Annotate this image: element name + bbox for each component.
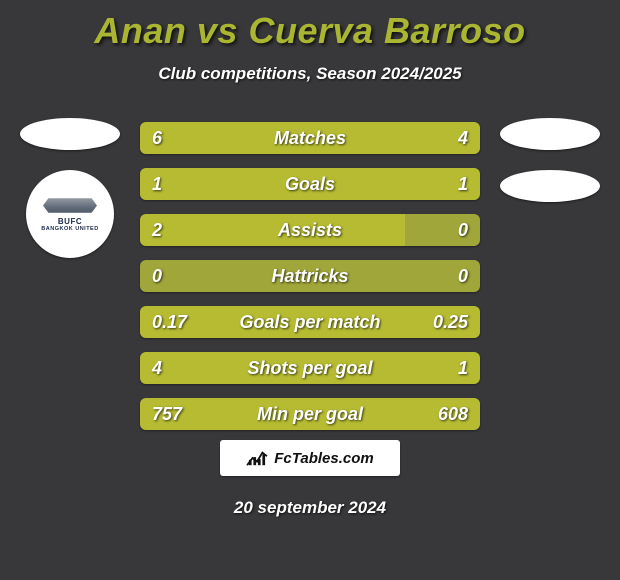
bar-label: Hattricks <box>140 260 480 292</box>
stat-bar: 20Assists <box>140 214 480 246</box>
bar-fill-right <box>310 168 480 200</box>
stat-bar: 0.170.25Goals per match <box>140 306 480 338</box>
club-logo-text-top: BUFC <box>58 217 82 226</box>
bar-value-right: 0 <box>458 214 468 246</box>
bar-value-left: 6 <box>152 122 162 154</box>
bar-value-right: 0.25 <box>433 306 468 338</box>
stat-bar: 757608Min per goal <box>140 398 480 430</box>
bar-fill-left <box>140 214 405 246</box>
left-badges: BUFC BANGKOK UNITED <box>20 118 120 258</box>
left-club-badge: BUFC BANGKOK UNITED <box>26 170 114 258</box>
bar-value-left: 4 <box>152 352 162 384</box>
bar-value-left: 757 <box>152 398 182 430</box>
right-badges <box>500 118 600 202</box>
left-placeholder-ellipse <box>20 118 120 150</box>
bar-value-left: 0 <box>152 260 162 292</box>
stat-bar: 0 0Hattricks <box>140 260 480 292</box>
watermark-link[interactable]: FcTables.com <box>220 440 400 476</box>
right-placeholder-ellipse-1 <box>500 118 600 150</box>
bar-fill-right <box>412 352 480 384</box>
bar-fill-left <box>140 352 412 384</box>
subtitle: Club competitions, Season 2024/2025 <box>0 64 620 84</box>
bar-value-right: 608 <box>438 398 468 430</box>
bar-value-right: 1 <box>458 168 468 200</box>
bar-value-right: 1 <box>458 352 468 384</box>
chart-icon <box>246 449 268 467</box>
bar-fill-left <box>140 168 310 200</box>
page-title: Anan vs Cuerva Barroso <box>0 0 620 52</box>
stat-bar: 11Goals <box>140 168 480 200</box>
bar-value-right: 0 <box>458 260 468 292</box>
date: 20 september 2024 <box>0 498 620 518</box>
bar-value-left: 0.17 <box>152 306 187 338</box>
wings-icon <box>43 197 97 215</box>
right-placeholder-ellipse-2 <box>500 170 600 202</box>
bar-value-left: 2 <box>152 214 162 246</box>
stat-bars: 64Matches11Goals20Assists00Hattricks0.17… <box>140 122 480 430</box>
bar-value-left: 1 <box>152 168 162 200</box>
club-logo-text-bottom: BANGKOK UNITED <box>41 226 98 232</box>
bar-value-right: 4 <box>458 122 468 154</box>
stat-bar: 41Shots per goal <box>140 352 480 384</box>
bar-fill-left <box>140 122 344 154</box>
stat-bar: 64Matches <box>140 122 480 154</box>
watermark-text: FcTables.com <box>274 450 373 467</box>
